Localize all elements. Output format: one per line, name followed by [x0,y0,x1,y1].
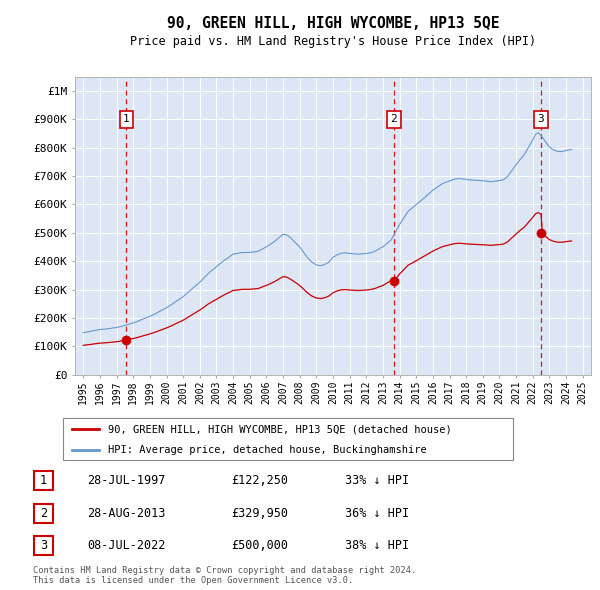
Text: £122,250: £122,250 [231,474,288,487]
FancyBboxPatch shape [63,418,513,460]
Text: 28-AUG-2013: 28-AUG-2013 [87,507,166,520]
Text: HPI: Average price, detached house, Buckinghamshire: HPI: Average price, detached house, Buck… [108,445,427,454]
Text: 3: 3 [538,114,544,124]
FancyBboxPatch shape [34,504,53,523]
Text: 1: 1 [40,474,47,487]
Text: 08-JUL-2022: 08-JUL-2022 [87,539,166,552]
Text: 36% ↓ HPI: 36% ↓ HPI [345,507,409,520]
Text: 33% ↓ HPI: 33% ↓ HPI [345,474,409,487]
Text: Contains HM Land Registry data © Crown copyright and database right 2024.
This d: Contains HM Land Registry data © Crown c… [33,566,416,585]
Text: 2: 2 [40,507,47,520]
Text: 2: 2 [391,114,397,124]
Text: 90, GREEN HILL, HIGH WYCOMBE, HP13 5QE (detached house): 90, GREEN HILL, HIGH WYCOMBE, HP13 5QE (… [108,424,452,434]
Text: £329,950: £329,950 [231,507,288,520]
FancyBboxPatch shape [34,471,53,490]
Text: 28-JUL-1997: 28-JUL-1997 [87,474,166,487]
Text: 1: 1 [123,114,130,124]
Text: Price paid vs. HM Land Registry's House Price Index (HPI): Price paid vs. HM Land Registry's House … [130,35,536,48]
Text: 3: 3 [40,539,47,552]
FancyBboxPatch shape [34,536,53,555]
Text: 38% ↓ HPI: 38% ↓ HPI [345,539,409,552]
Text: 90, GREEN HILL, HIGH WYCOMBE, HP13 5QE: 90, GREEN HILL, HIGH WYCOMBE, HP13 5QE [167,16,499,31]
Text: £500,000: £500,000 [231,539,288,552]
